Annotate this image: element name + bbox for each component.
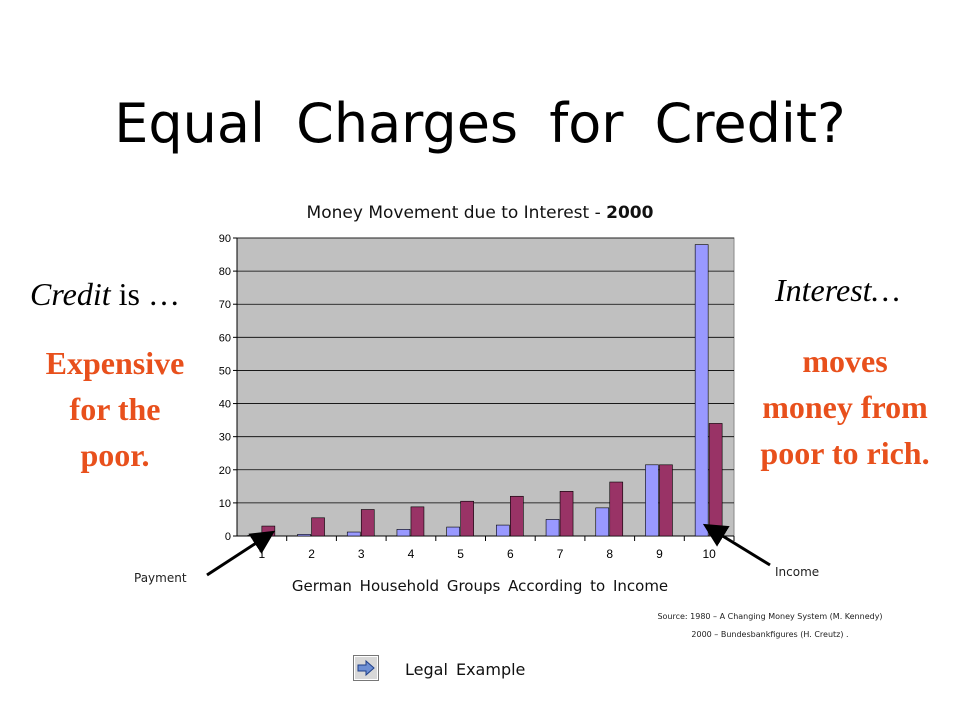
- credit-heading-italic: Credit: [30, 276, 111, 312]
- y-tick-label: 90: [219, 233, 231, 245]
- x-tick-label: 5: [457, 547, 464, 561]
- x-tick-label: 10: [702, 547, 716, 561]
- bar-income: [510, 495, 524, 537]
- bar-income: [460, 500, 474, 537]
- interest-body: moves money from poor to rich.: [745, 338, 945, 476]
- bar-income: [659, 464, 673, 537]
- credit-body: Expensive for the poor.: [25, 340, 205, 478]
- x-tick-label: 4: [408, 547, 415, 561]
- credit-body-line: for the: [69, 391, 161, 427]
- slide-title: Equal Charges for Credit?: [114, 92, 846, 155]
- bar-income: [559, 490, 574, 537]
- y-tick-label: 30: [219, 432, 231, 444]
- y-tick-label: 40: [219, 399, 231, 411]
- source-note-line-1: Source: 1980 – A Changing Money System (…: [657, 612, 883, 621]
- y-tick-label: 80: [219, 266, 231, 278]
- bar-payment: [496, 524, 510, 537]
- y-tick-label: 50: [219, 365, 231, 377]
- credit-body-line: poor.: [80, 437, 150, 473]
- bar-payment: [297, 534, 311, 537]
- bar-payment: [545, 519, 560, 537]
- chart-title-year: 2000: [606, 203, 654, 223]
- x-tick-label: 2: [308, 547, 315, 561]
- x-tick-label: 9: [656, 547, 663, 561]
- chart-x-axis-label: German Household Groups According to Inc…: [291, 577, 669, 595]
- y-tick-label: 20: [219, 465, 231, 477]
- bar-income: [360, 509, 375, 537]
- y-tick-label: 70: [219, 299, 231, 311]
- interest-body-line: moves: [802, 343, 888, 379]
- chart-title-prefix: Money Movement due to Interest -: [306, 203, 607, 223]
- legal-example-link[interactable]: Legal Example: [405, 660, 526, 679]
- payment-arrow: [206, 530, 276, 577]
- source-note-line-2: 2000 – Bundesbankfigures (H. Creutz) .: [691, 630, 849, 639]
- y-tick-label: 10: [219, 498, 231, 510]
- bar-payment: [694, 244, 709, 537]
- x-tick-label: 7: [557, 547, 564, 561]
- interest-heading: Interest…: [775, 272, 901, 308]
- interest-body-line: money from: [762, 389, 928, 425]
- bar-payment: [396, 529, 411, 537]
- credit-heading: Credit is …: [30, 276, 180, 313]
- x-tick-label: 3: [358, 547, 365, 561]
- bar-payment: [446, 526, 460, 537]
- bar-payment: [595, 507, 610, 537]
- bar-income: [410, 506, 425, 537]
- interest-body-line: poor to rich.: [760, 435, 930, 471]
- bar-payment: [346, 531, 361, 537]
- x-tick-label: 8: [606, 547, 613, 561]
- income-arrow: [702, 523, 771, 567]
- arrow-right-icon[interactable]: [353, 655, 379, 681]
- bar-chart: 0 10 20 30 40 50 60 70 80 90 1 2 3 4 5 6 7 8 9 10: [219, 233, 735, 561]
- bar-payment: [645, 464, 659, 537]
- x-tick-label: 6: [507, 547, 514, 561]
- chart-title: Money Movement due to Interest - 2000: [215, 203, 745, 223]
- y-tick-label: 0: [225, 531, 231, 543]
- bar-income: [609, 481, 624, 537]
- bar-income: [311, 517, 325, 537]
- y-tick-label: 60: [219, 332, 231, 344]
- income-label: Income: [775, 565, 820, 579]
- x-tick-label: 1: [259, 547, 266, 561]
- credit-heading-rest: is …: [110, 276, 180, 312]
- payment-label: Payment: [134, 571, 187, 585]
- credit-body-line: Expensive: [45, 345, 185, 381]
